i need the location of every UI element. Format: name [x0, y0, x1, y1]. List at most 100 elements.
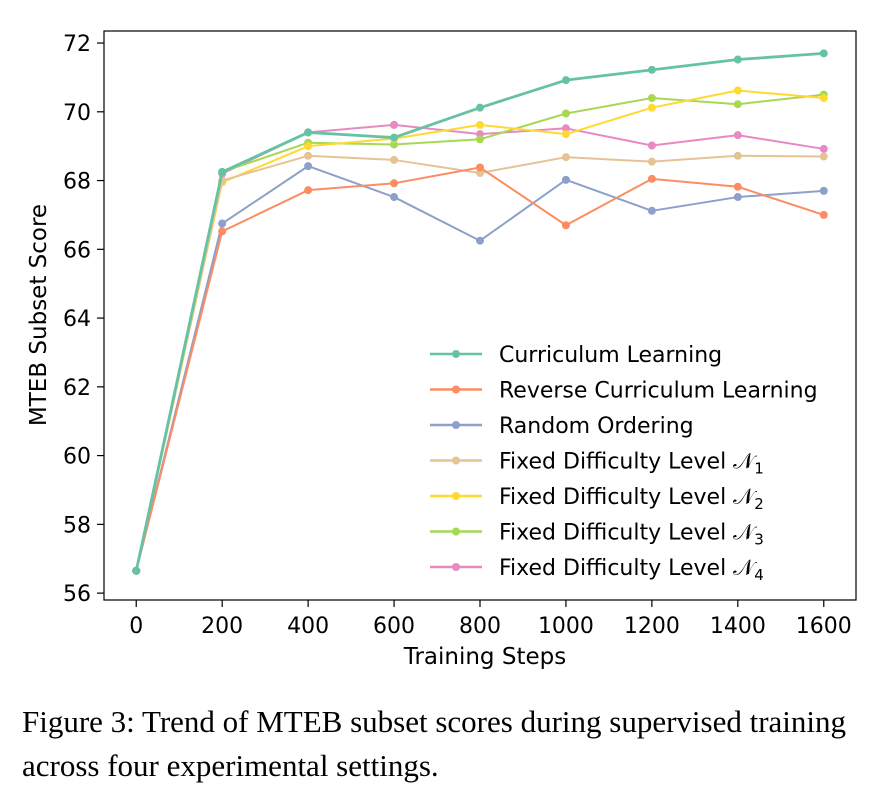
- data-point: [476, 236, 484, 245]
- data-point: [647, 103, 656, 112]
- data-point: [647, 94, 656, 103]
- legend-label-subscript: 4: [754, 566, 764, 584]
- legend-label: Fixed Difficulty Level 𝒩1: [499, 450, 764, 478]
- data-point: [561, 221, 570, 230]
- data-point: [647, 157, 656, 166]
- data-point: [819, 186, 828, 195]
- data-point: [819, 94, 828, 103]
- y-tick-label: 58: [63, 513, 91, 538]
- y-tick-label: 60: [63, 445, 91, 470]
- legend-label-text: Fixed Difficulty Level 𝒩: [499, 485, 757, 510]
- legend-marker: [452, 385, 460, 394]
- x-tick-label: 600: [373, 614, 415, 639]
- legend-item: Random Ordering: [430, 414, 694, 439]
- x-axis-ticks: 0 200 400 600 800 1000 1200 1400 1600: [129, 600, 852, 639]
- data-point: [561, 130, 570, 139]
- y-axis-label: MTEB Subset Score: [26, 204, 52, 426]
- data-point: [733, 100, 742, 109]
- data-point: [647, 141, 656, 150]
- data-point: [561, 124, 570, 133]
- legend-item: Fixed Difficulty Level 𝒩4: [430, 556, 764, 584]
- x-tick-label: 1000: [538, 614, 594, 639]
- data-point: [733, 131, 742, 140]
- legend-item: Reverse Curriculum Learning: [430, 379, 818, 404]
- data-point: [733, 182, 742, 191]
- legend-item: Curriculum Learning: [430, 343, 722, 368]
- data-point: [304, 186, 313, 195]
- x-tick-label: 200: [201, 614, 243, 639]
- data-point: [647, 65, 656, 74]
- legend-label-subscript: 3: [754, 531, 764, 549]
- data-point: [304, 142, 313, 151]
- y-tick-label: 56: [63, 582, 91, 607]
- data-point: [476, 163, 484, 172]
- y-tick-label: 66: [63, 238, 91, 263]
- data-point: [304, 151, 313, 160]
- data-point: [819, 210, 828, 219]
- x-tick-label: 800: [459, 614, 501, 639]
- data-point: [390, 140, 399, 149]
- data-point: [390, 179, 399, 188]
- legend-label: Fixed Difficulty Level 𝒩3: [499, 521, 764, 549]
- data-point: [561, 175, 570, 184]
- x-tick-label: 1600: [796, 614, 852, 639]
- series-line: [132, 163, 828, 575]
- y-tick-label: 68: [63, 170, 91, 195]
- data-point: [390, 155, 399, 164]
- line-chart: 0 200 400 600 800 1000 1200 1400 1600 56 58 60 62 64…: [26, 30, 857, 670]
- data-point: [561, 109, 570, 118]
- data-point: [218, 219, 227, 228]
- y-tick-label: 62: [63, 376, 91, 401]
- legend-label: Fixed Difficulty Level 𝒩4: [499, 556, 764, 584]
- legend-label-text: Random Ordering: [499, 414, 694, 439]
- legend-label: Curriculum Learning: [499, 343, 722, 368]
- data-point: [218, 167, 227, 176]
- legend-item: Fixed Difficulty Level 𝒩2: [430, 485, 764, 513]
- legend-label-subscript: 2: [754, 495, 764, 513]
- x-tick-label: 400: [287, 614, 329, 639]
- data-point: [733, 86, 742, 95]
- series-path: [135, 166, 825, 572]
- data-point: [561, 76, 570, 85]
- legend-label-text: Fixed Difficulty Level 𝒩: [499, 450, 757, 475]
- data-point: [390, 193, 399, 202]
- data-point: [647, 174, 656, 183]
- data-point: [733, 193, 742, 202]
- series-line: [132, 151, 828, 575]
- data-point: [390, 120, 399, 129]
- legend-marker: [452, 456, 460, 465]
- data-point: [647, 206, 656, 215]
- x-tick-label: 0: [129, 614, 143, 639]
- data-point: [304, 128, 313, 137]
- data-point: [304, 162, 313, 171]
- data-point: [733, 151, 742, 160]
- legend-marker: [452, 527, 460, 536]
- legend-marker: [452, 421, 460, 429]
- y-tick-label: 72: [63, 32, 91, 57]
- plot-frame: [103, 30, 857, 601]
- y-axis-ticks: 56 58 60 62 64 66 68 70 72: [63, 32, 104, 607]
- data-point: [218, 227, 227, 236]
- legend-label-text: Curriculum Learning: [499, 343, 722, 368]
- data-point: [819, 144, 828, 153]
- data-point: [476, 168, 484, 177]
- data-point: [733, 55, 742, 64]
- legend-label: Random Ordering: [499, 414, 694, 439]
- legend-label-text: Reverse Curriculum Learning: [499, 379, 818, 404]
- data-point: [476, 135, 484, 144]
- series-line: [132, 162, 828, 575]
- legend-marker: [452, 492, 460, 500]
- data-point: [476, 103, 484, 112]
- legend-label: Fixed Difficulty Level 𝒩2: [499, 485, 764, 513]
- x-tick-label: 1200: [624, 614, 680, 639]
- legend-label-text: Fixed Difficulty Level 𝒩: [499, 556, 757, 581]
- legend-label: Reverse Curriculum Learning: [499, 379, 818, 404]
- legend: Curriculum Learning Reverse Curriculum Le…: [430, 343, 818, 584]
- y-tick-label: 64: [63, 307, 91, 332]
- data-point: [390, 133, 399, 142]
- series-layer: [132, 49, 828, 575]
- x-axis-label: Training Steps: [403, 644, 566, 670]
- legend-label-subscript: 1: [754, 460, 764, 478]
- legend-item: Fixed Difficulty Level 𝒩3: [430, 521, 764, 549]
- series-line: [132, 49, 828, 575]
